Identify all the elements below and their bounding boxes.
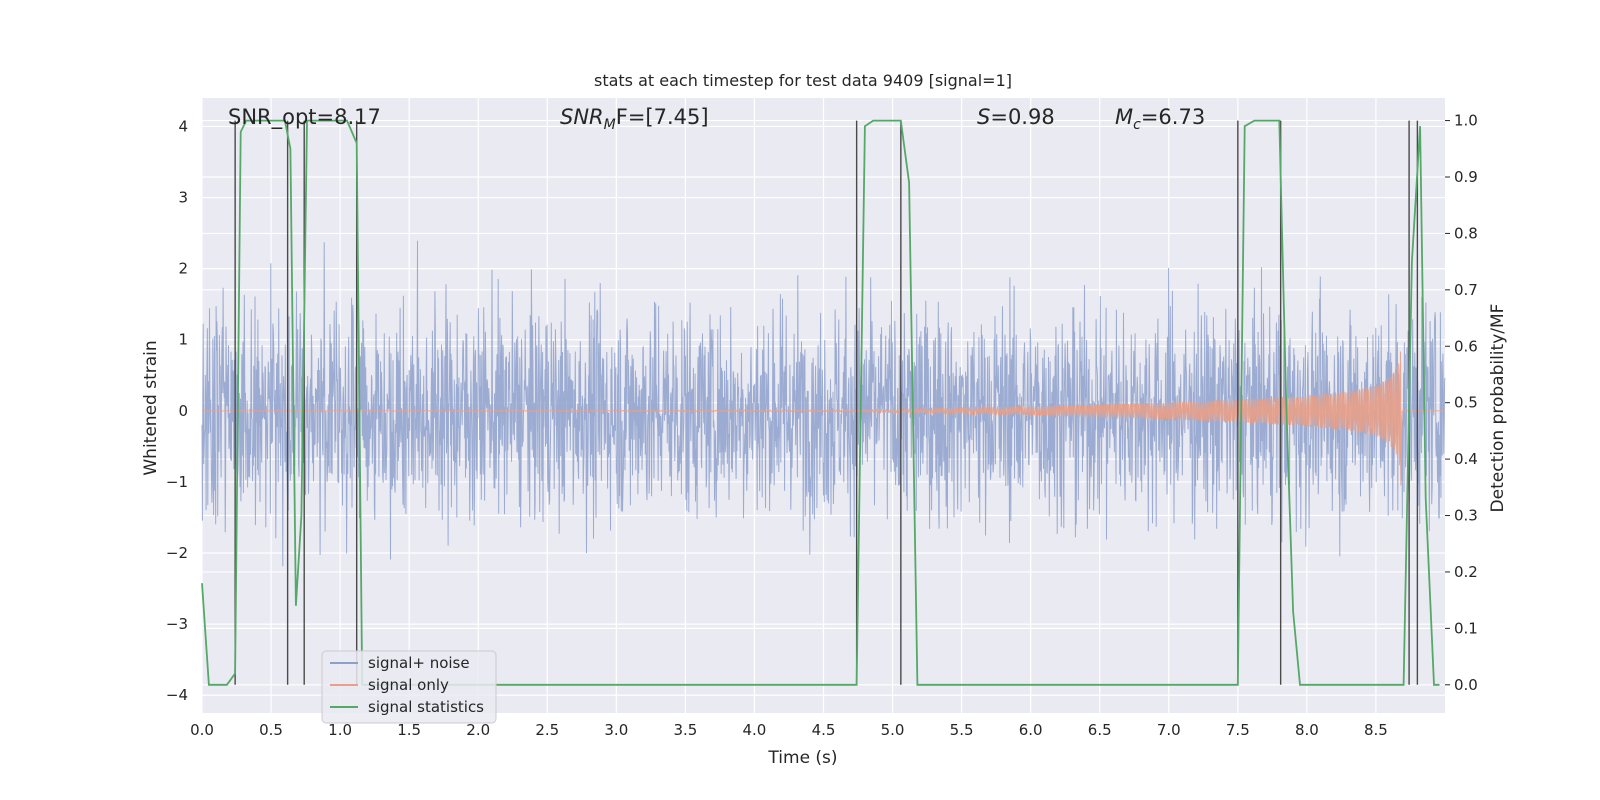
legend: signal+ noise signal only signal statist… — [321, 650, 497, 724]
x-tick-label: 1.5 — [397, 721, 421, 739]
x-axis-title: Time (s) — [767, 748, 837, 768]
y-right-tick-label: 0.8 — [1454, 224, 1478, 242]
legend-label-signal-only: signal only — [368, 676, 449, 694]
y-right-tick-label: 0.3 — [1454, 507, 1478, 525]
annotation-mc: Mc=6.73 — [1115, 105, 1205, 133]
signal-statistics-line — [201, 119, 1440, 686]
y-tick-label: −3 — [166, 615, 188, 633]
y-right-tick-label: 0.4 — [1454, 450, 1478, 468]
y-right-tick-label: 0.0 — [1454, 676, 1478, 694]
x-tick-label: 0.5 — [259, 721, 283, 739]
y-tick-label: 3 — [178, 189, 188, 207]
annotation-snr-mf-symbol: SNR — [560, 105, 604, 129]
signal-statistics-series — [201, 119, 1440, 686]
x-tick-label: 2.0 — [466, 721, 490, 739]
legend-label-signal-noise: signal+ noise — [368, 654, 470, 672]
y-tick-label: −2 — [166, 544, 188, 562]
y-axis-ticks: 4 3 2 1 0 −1 −2 −3 −4 — [166, 117, 188, 704]
x-tick-label: 6.5 — [1088, 721, 1112, 739]
annotation-s-value: =0.98 — [990, 105, 1054, 129]
y-tick-label: −4 — [166, 686, 188, 704]
y-tick-label: 1 — [178, 331, 188, 349]
x-tick-label: 8.5 — [1364, 721, 1388, 739]
x-tick-label: 7.5 — [1226, 721, 1250, 739]
x-tick-label: 2.5 — [535, 721, 559, 739]
annotation-s-symbol: S — [977, 105, 990, 129]
chart-title: stats at each timestep for test data 940… — [594, 71, 1012, 90]
y-right-tick-label: 0.6 — [1454, 337, 1478, 355]
x-tick-label: 1.0 — [328, 721, 352, 739]
x-tick-label: 8.0 — [1295, 721, 1319, 739]
x-tick-label: 0.0 — [190, 721, 214, 739]
signal-only-line — [202, 351, 1445, 486]
y-axis-title: Whitened strain — [141, 340, 161, 475]
annotation-snr-mf-subscript: M — [604, 117, 616, 133]
annotation-snr-opt: SNR_opt=8.17 — [228, 105, 381, 130]
annotation-mc-symbol: M — [1115, 105, 1133, 129]
annotation-s: S=0.98 — [977, 105, 1055, 129]
x-tick-label: 4.0 — [743, 721, 767, 739]
annotation-snr-mf-value: F=[7.45] — [616, 105, 709, 129]
y-axis-right-title: Detection probability/MF — [1488, 304, 1508, 513]
signal-only-series — [202, 351, 1445, 486]
y-axis-right-ticks: 1.0 0.9 0.8 0.7 0.6 0.5 0.4 0.3 0.2 0.1 0.0 — [1445, 112, 1478, 694]
y-right-tick-label: 0.7 — [1454, 281, 1478, 299]
y-right-tick-label: 0.9 — [1454, 168, 1478, 186]
x-tick-label: 6.0 — [1019, 721, 1043, 739]
x-tick-label: 4.5 — [812, 721, 836, 739]
y-tick-label: 0 — [178, 402, 188, 420]
y-tick-label: −1 — [166, 473, 188, 491]
y-right-tick-label: 1.0 — [1454, 112, 1478, 130]
x-tick-label: 3.0 — [604, 721, 628, 739]
y-right-tick-label: 0.1 — [1454, 619, 1478, 637]
annotation-mc-subscript: c — [1133, 117, 1141, 133]
legend-label-signal-statistics: signal statistics — [368, 698, 484, 716]
annotation-snr-mf: SNRMF=[7.45] — [560, 105, 709, 133]
y-right-tick-label: 0.2 — [1454, 563, 1478, 581]
y-right-tick-label: 0.5 — [1454, 394, 1478, 412]
x-tick-label: 3.5 — [673, 721, 697, 739]
x-axis-ticks: 0.0 0.5 1.0 1.5 2.0 2.5 3.0 3.5 4.0 4.5 5.0 5.5 6.0 6… — [190, 721, 1388, 739]
x-tick-label: 7.0 — [1157, 721, 1181, 739]
x-tick-label: 5.0 — [881, 721, 905, 739]
y-tick-label: 4 — [178, 117, 188, 135]
y-tick-label: 2 — [178, 260, 188, 278]
x-tick-label: 5.5 — [950, 721, 974, 739]
annotation-mc-value: =6.73 — [1141, 105, 1205, 129]
legend-box — [321, 650, 497, 724]
